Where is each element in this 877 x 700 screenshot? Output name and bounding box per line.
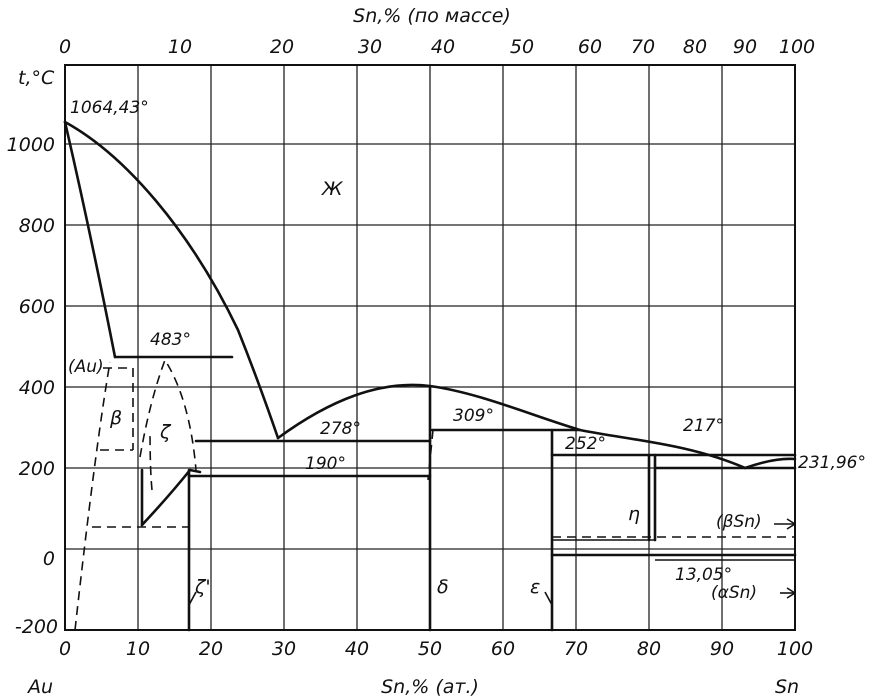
right-end-label: Sn [775, 676, 799, 698]
top-axis-ticks: 0 10 20 30 40 50 60 70 80 90 100 [59, 36, 815, 58]
y-tick: 200 [19, 458, 55, 480]
au-solution-label: (Au) [68, 357, 104, 377]
top-axis-title: Sn,% (по массе) [353, 5, 511, 27]
peritectic-190-label: 190° [305, 454, 346, 474]
bottom-tick: 30 [272, 638, 296, 660]
top-tick: 0 [59, 36, 71, 58]
phase-boundaries [140, 385, 796, 632]
y-tick: 0 [43, 548, 55, 570]
beta-phase-label: β [109, 407, 122, 429]
y-axis-title: t,°C [18, 67, 55, 89]
transition-13-label: 13,05° [675, 565, 732, 585]
bottom-tick: 50 [418, 638, 442, 660]
bottom-tick: 100 [777, 638, 813, 660]
left-end-label: Au [26, 676, 53, 698]
liquid-phase-label: Ж [321, 178, 344, 200]
eutectic-483-label: 483° [150, 330, 191, 350]
peritectic-309-label: 309° [453, 406, 494, 426]
bottom-axis-ticks: 0 10 20 30 40 50 60 70 80 90 100 [59, 638, 813, 660]
temperature-labels: 1064,43° 483° 278° 190° 309° 252° 217° 2… [70, 98, 866, 585]
delta-phase-label: δ [437, 576, 449, 598]
top-tick: 10 [168, 36, 192, 58]
top-tick: 70 [631, 36, 655, 58]
bottom-tick: 20 [199, 638, 223, 660]
bottom-tick: 60 [491, 638, 515, 660]
y-axis-ticks: 1000 800 600 400 200 0 -200 [7, 134, 58, 638]
phase-labels: Ж (Au) β ζ ζ' δ ε η (βSn) (αSn) [68, 178, 762, 603]
alpha-sn-label: (αSn) [711, 583, 757, 603]
invariant-lines [113, 355, 797, 561]
zeta-prime-phase-label: ζ' [194, 576, 211, 598]
eutectic-217-label: 217° [683, 416, 724, 436]
eta-phase-label: η [628, 503, 640, 525]
bottom-tick: 80 [637, 638, 661, 660]
top-tick: 20 [270, 36, 294, 58]
peritectic-252-label: 252° [565, 434, 606, 454]
bottom-tick: 70 [564, 638, 588, 660]
y-tick: 600 [19, 296, 55, 318]
top-tick: 30 [358, 36, 382, 58]
zeta-phase-label: ζ [159, 421, 172, 443]
top-tick: 90 [733, 36, 757, 58]
epsilon-phase-label: ε [530, 576, 540, 598]
y-tick: -200 [15, 616, 58, 638]
top-tick: 100 [779, 36, 815, 58]
sn-melting-label: 231,96° [798, 453, 866, 473]
y-tick: 1000 [7, 134, 55, 156]
bottom-tick: 0 [59, 638, 71, 660]
top-tick: 40 [431, 36, 455, 58]
beta-sn-label: (βSn) [716, 512, 762, 532]
peritectic-278-label: 278° [320, 419, 361, 439]
bottom-tick: 10 [126, 638, 150, 660]
top-tick: 60 [578, 36, 602, 58]
au-melting-label: 1064,43° [70, 98, 149, 118]
y-tick: 800 [19, 215, 55, 237]
bottom-tick: 90 [710, 638, 734, 660]
dashed-boundaries [74, 358, 795, 631]
top-tick: 50 [510, 36, 534, 58]
y-tick: 400 [19, 377, 55, 399]
bottom-tick: 40 [345, 638, 369, 660]
top-tick: 80 [683, 36, 707, 58]
bottom-axis-title: Sn,% (ат.) [381, 676, 479, 698]
